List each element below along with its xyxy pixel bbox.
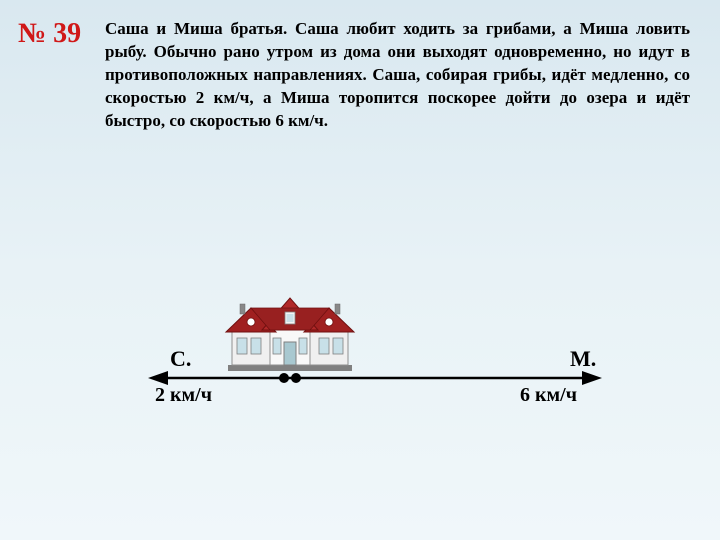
right-person-label: М. — [570, 346, 596, 372]
left-speed-label: 2 км/ч — [155, 384, 212, 407]
task-number: № 39 — [18, 18, 81, 50]
house-icon — [226, 298, 354, 371]
diagram-svg — [0, 280, 720, 480]
right-speed-label: 6 км/ч — [520, 384, 577, 407]
left-person-label: С. — [170, 346, 191, 372]
problem-text: Саша и Миша братья. Саша любит ходить за… — [105, 18, 690, 133]
motion-diagram: С. М. 2 км/ч 6 км/ч — [0, 280, 720, 480]
